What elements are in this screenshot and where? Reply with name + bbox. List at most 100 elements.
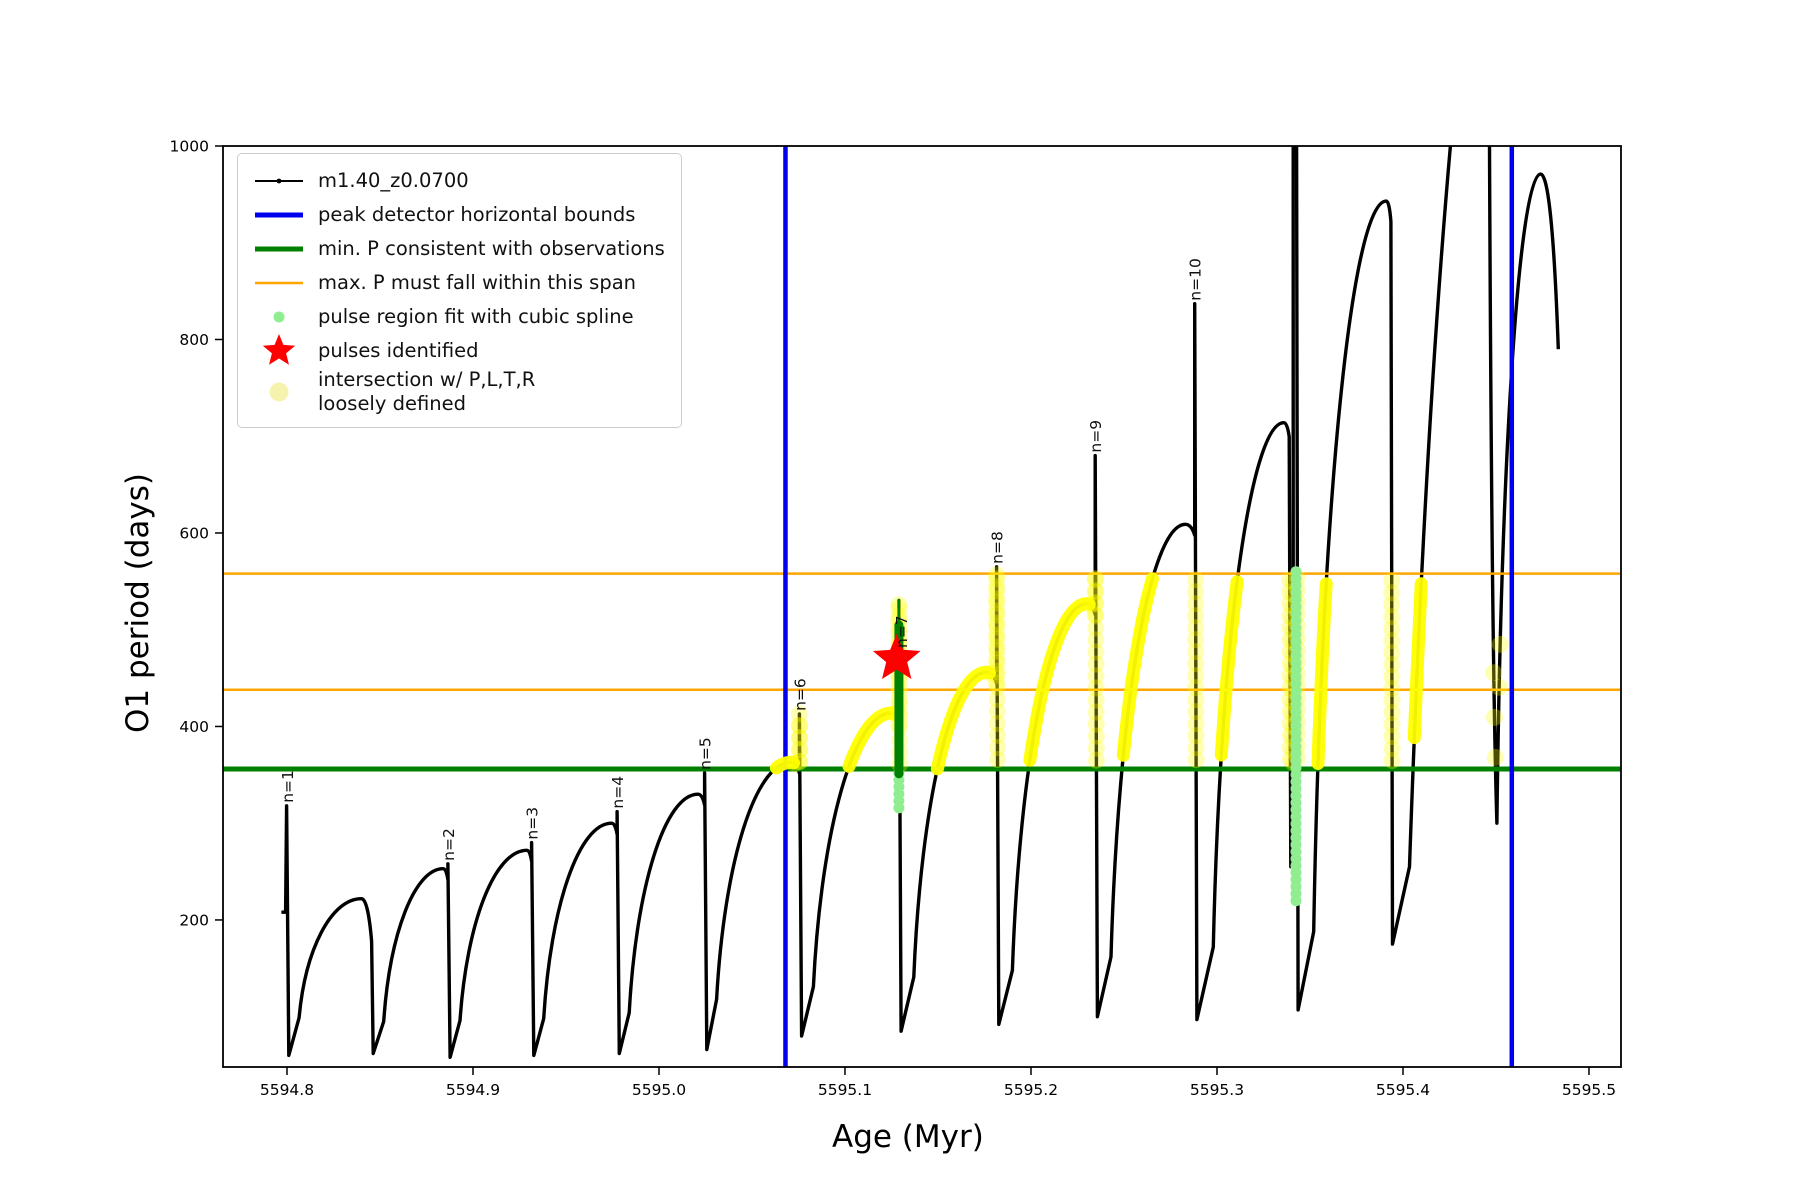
intersection-segment: [1116, 572, 1159, 762]
x-tick-label: 5595.0: [632, 1081, 686, 1099]
intersection-dot: [988, 566, 1006, 584]
intersection-dot: [790, 741, 808, 758]
intersection-dot: [1490, 678, 1508, 696]
legend-marker: [248, 334, 310, 368]
intersection-dot: [988, 714, 1006, 732]
intersection-dot: [988, 626, 1006, 644]
intersection-dot: [988, 726, 1006, 744]
intersection-dot: [988, 690, 1006, 708]
intersection-dot: [1187, 691, 1205, 709]
intersection-dot: [1383, 584, 1401, 602]
legend-item-6: intersection w/ P,L,T,R loosely defined: [248, 368, 667, 417]
intersection-dot: [1383, 656, 1401, 674]
y-tick-label: 400: [179, 718, 209, 736]
line-legend-icon: [255, 281, 303, 285]
plot-border: [222, 145, 1622, 1068]
intersection-dot: [1383, 704, 1401, 722]
thick-line-legend-icon: [255, 212, 303, 218]
intersection-segment: [769, 755, 801, 775]
intersection-dot: [1087, 667, 1105, 685]
pulse-labels: n=1 n=2 n=3 n=4 n=5 n=6 n=7 n=8 n=9 n=10: [279, 258, 1205, 861]
intersection-dot: [1383, 728, 1401, 745]
intersection-dot: [981, 665, 999, 682]
intersection-dot: [1187, 655, 1205, 673]
legend-item-label: intersection w/ P,L,T,R loosely defined: [318, 368, 536, 416]
intersection-dot: [1087, 655, 1105, 673]
intersection-dot: [1383, 608, 1401, 626]
star-legend-icon: [262, 334, 296, 365]
intersection-dot: [1087, 619, 1105, 637]
intersection-dot: [1486, 748, 1504, 766]
intersection-dot: [790, 752, 808, 770]
intersection-dot: [988, 618, 1006, 636]
intersection-dot: [988, 638, 1006, 656]
intersection-dot: [1383, 620, 1401, 638]
intersection-dot: [790, 729, 808, 747]
reference-lines: [223, 146, 1621, 1067]
intersection-dot: [1087, 727, 1105, 745]
dot-small-legend-icon: [273, 311, 285, 323]
legend-item-label: m1.40_z0.0700: [318, 168, 469, 192]
legend-item-0: m1.40_z0.0700: [248, 164, 667, 198]
intersection-dot: [1187, 751, 1205, 769]
intersection-dot: [1086, 570, 1104, 588]
intersection-dot: [1187, 643, 1205, 661]
intersection-dot: [1383, 596, 1401, 614]
intersection-dot: [1187, 571, 1204, 589]
legend-marker: [248, 232, 310, 266]
intersection-dot: [791, 753, 809, 771]
intersection-dot: [988, 702, 1006, 720]
intersection-dot: [988, 650, 1006, 668]
legend-item-label: peak detector horizontal bounds: [318, 202, 636, 226]
pulse-label-n=8: n=8: [989, 531, 1007, 564]
legend-marker: [248, 164, 310, 198]
intersection-dot: [988, 666, 1006, 684]
intersection-dot: [791, 741, 809, 759]
y-tick-label: 600: [179, 524, 209, 542]
intersection-dot: [1087, 703, 1105, 721]
y-tick-label: 1000: [170, 138, 209, 156]
y-tick-label: 800: [179, 331, 209, 349]
intersection-dot: [791, 729, 809, 747]
intersection-dot: [1491, 635, 1509, 653]
intersection-dot: [1187, 715, 1205, 733]
legend-marker: [248, 300, 310, 334]
y-tick-label: 200: [179, 911, 209, 929]
pulse-label-n=1: n=1: [279, 770, 297, 803]
intersection-dot: [1086, 594, 1104, 612]
x-tick-label: 5595.4: [1376, 1081, 1430, 1099]
legend-marker: [248, 375, 310, 409]
intersection-dot: [1383, 716, 1401, 733]
intersection-dot: [1086, 582, 1104, 600]
spline-fit-dot: [893, 802, 905, 814]
pulse-identified-star: [872, 633, 921, 679]
intersection-dot: [1087, 631, 1105, 649]
legend-item-4: pulse region fit with cubic spline: [248, 300, 667, 334]
spline-fit-dot: [1290, 895, 1302, 907]
intersection-dot: [1087, 679, 1105, 697]
intersection-dot: [1086, 606, 1104, 624]
intersection-dot: [785, 755, 803, 772]
intersection-dot: [1383, 752, 1401, 769]
intersection-dot: [1383, 680, 1401, 698]
intersection-dot: [1187, 667, 1205, 685]
intersection-segment: [1311, 577, 1333, 770]
intersection-dot: [988, 642, 1006, 660]
intersection-dot: [1087, 691, 1105, 709]
intersection-dot: [1087, 595, 1105, 613]
intersection-dot: [988, 578, 1006, 596]
y-axis-label: O1 period (days): [120, 472, 156, 733]
legend-item-label: min. P consistent with observations: [318, 236, 665, 260]
x-axis-label: Age (Myr): [832, 1119, 984, 1155]
axes: 5594.8 5594.9 5595.0 5595.1 5595.2 5595.3 5595…: [170, 138, 1622, 1099]
intersection-dot: [988, 674, 1006, 692]
intersection-dot: [1087, 571, 1105, 589]
intersection-dot: [1087, 607, 1105, 625]
intersection-segment: [1407, 577, 1428, 745]
intersection-dot: [1081, 596, 1099, 614]
intersection-dot: [1187, 739, 1205, 757]
intersection-dot: [1485, 664, 1503, 682]
intersection-dot: [988, 570, 1006, 588]
thick-line-legend-icon: [255, 246, 303, 252]
